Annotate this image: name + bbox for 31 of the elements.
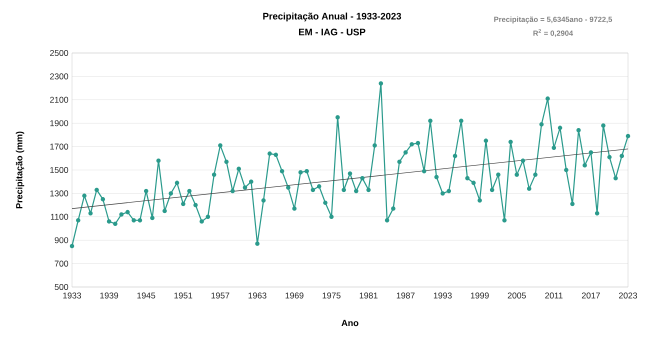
x-tick-label: 2017 xyxy=(582,292,600,299)
x-tick-label: 1981 xyxy=(360,292,378,299)
y-tick-label: 900 xyxy=(54,237,68,244)
y-tick-label: 1900 xyxy=(50,120,68,126)
x-tick-label: 1945 xyxy=(137,292,156,299)
x-tick-label: 1951 xyxy=(174,292,192,299)
x-axis-title: Ano xyxy=(342,320,358,326)
chart-title: Precipitação Anual - 1933-2023 xyxy=(263,12,402,22)
y-tick-label: 1700 xyxy=(50,144,68,150)
y-tick-label: 2100 xyxy=(50,96,68,103)
x-tick-label: 1999 xyxy=(470,292,489,299)
x-tick-label: 1933 xyxy=(63,292,82,299)
x-tick-label: 1969 xyxy=(286,292,304,299)
chart-subtitle: EM - IAG - USP xyxy=(298,28,366,36)
y-tick-label: 1500 xyxy=(50,167,68,173)
y-tick-label: 1100 xyxy=(50,214,68,220)
x-tick-label: 1939 xyxy=(100,292,118,299)
x-tick-label: 1963 xyxy=(248,292,266,299)
y-tick-label: 2300 xyxy=(50,73,68,80)
x-tick-label: 1957 xyxy=(211,292,230,299)
x-tick-label: 2011 xyxy=(545,292,563,299)
y-tick-label: 2500 xyxy=(50,50,68,56)
y-axis-title: Precipitação (mm) xyxy=(16,132,24,208)
y-tick-label: 700 xyxy=(54,260,68,267)
x-tick-label: 2023 xyxy=(619,292,638,299)
y-tick-label: 1300 xyxy=(50,190,68,196)
x-tick-label: 1975 xyxy=(322,292,341,299)
x-tick-label: 1987 xyxy=(396,292,415,299)
x-tick-label: 2005 xyxy=(508,292,526,299)
x-tick-label: 1993 xyxy=(434,292,452,299)
y-tick-label: 500 xyxy=(54,284,68,290)
